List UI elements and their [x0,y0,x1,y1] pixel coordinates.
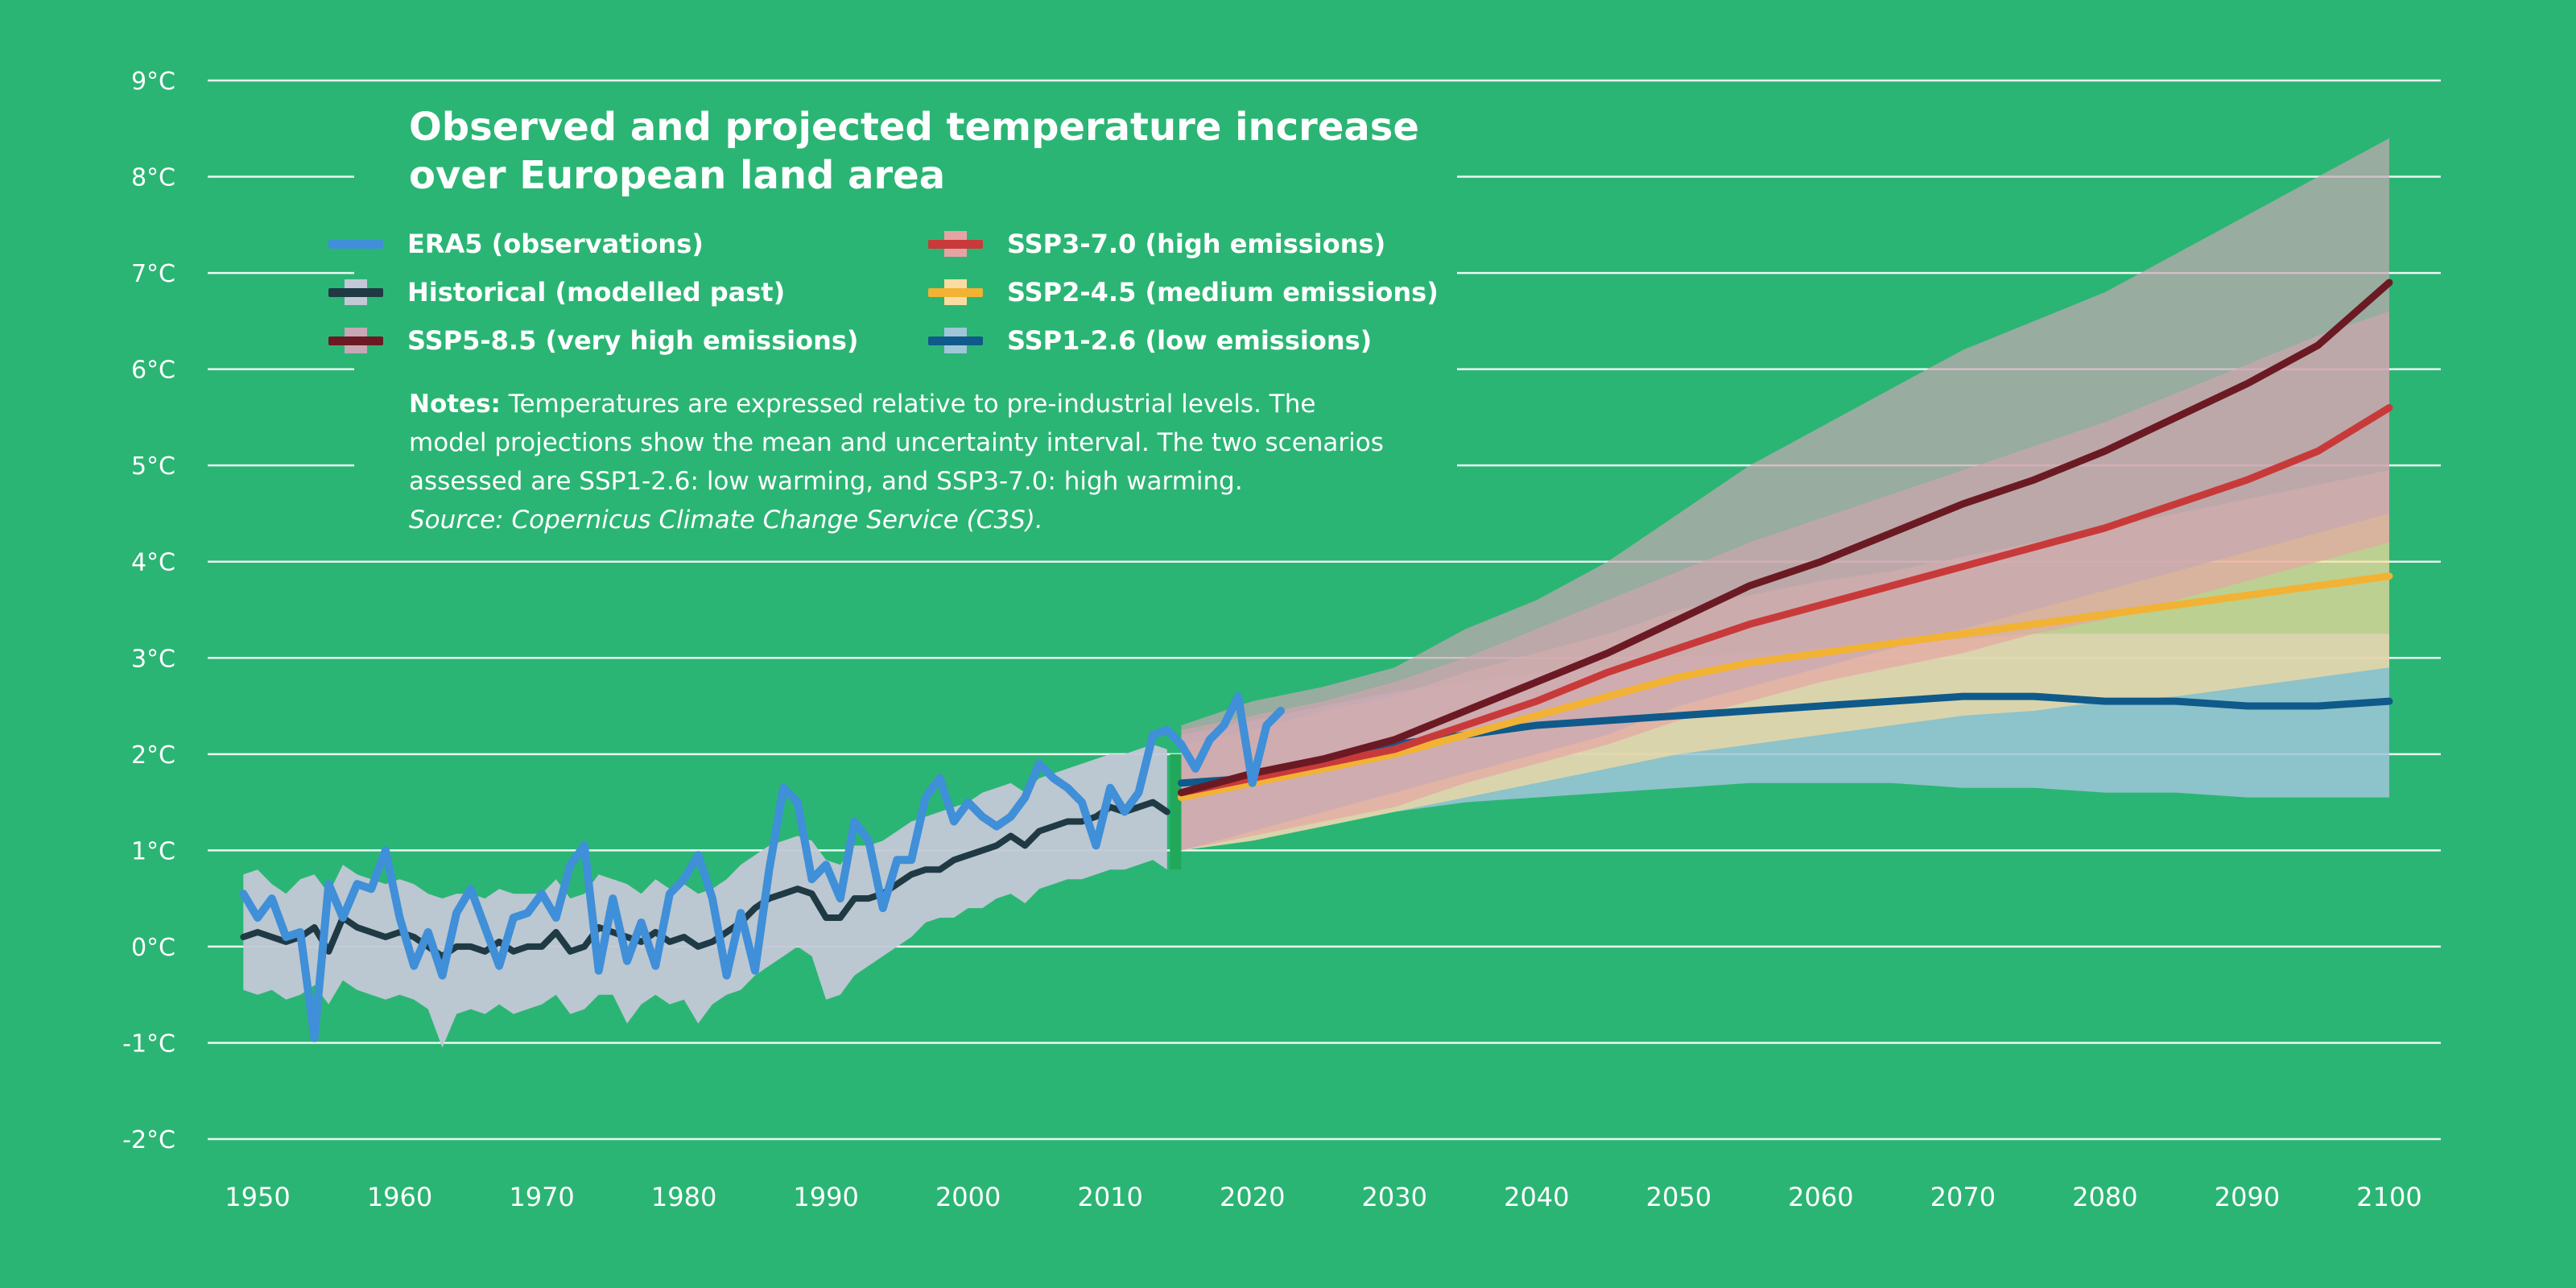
y-tick-label: 2°C [131,741,175,770]
ssp126-swatch-line [928,336,983,345]
tick-layer: -2°C -1°C 0°C 1°C 2°C 3°C 4°C 5°C 6°C 7°C 8°C 9°C 19… [122,68,2422,1212]
x-tick-label: 2050 [1646,1182,1711,1212]
x-tick-label: 2100 [2356,1182,2421,1212]
ssp585-line [1178,279,2393,797]
ssp245-swatch-icon [928,276,983,308]
x-tick-label: 2040 [1504,1182,1569,1212]
line-layer [239,279,2393,1042]
x-tick-label: 1980 [651,1182,716,1212]
chart-title-line-2: over European land area [409,153,946,198]
ssp126-swatch-icon [928,324,983,357]
ssp126-line [1178,692,2393,787]
x-tick-label: 2090 [2215,1182,2280,1212]
y-tick-label: -1°C [122,1030,175,1058]
legend-label-ssp126: SSP1-2.6 (low emissions) [1007,325,1373,356]
x-tick-label: 1960 [367,1182,432,1212]
projection-start-divider [1170,753,1182,870]
legend-item-era5: ERA5 (observations) [328,224,704,264]
x-tick-label: 2000 [935,1182,1001,1212]
notes-label: Notes: [409,390,501,419]
notes-text-line-3: assessed are SSP1-2.6: low warming, and … [409,467,1243,496]
historical-line [240,799,1170,960]
ssp585-swatch-icon [328,324,383,357]
ssp585-swatch-line [328,336,383,345]
chart-title-line-1: Observed and projected temperature incre… [409,105,1419,150]
y-tick-label: 1°C [131,837,175,865]
legend-label-era5: ERA5 (observations) [407,229,704,259]
x-tick-label: 2060 [1788,1182,1853,1212]
legend-item-ssp245: SSP2-4.5 (medium emissions) [928,272,1439,312]
x-tick-label: 1970 [509,1182,574,1212]
y-tick-label: 7°C [131,260,175,288]
y-tick-label: 8°C [131,164,175,192]
notes-source: Source: Copernicus Climate Change Servic… [409,506,1043,535]
chart-title: Observed and projected temperature incre… [409,103,1455,200]
x-tick-label: 1950 [225,1182,290,1212]
ssp245-line [1178,572,2393,802]
legend-label-ssp245: SSP2-4.5 (medium emissions) [1007,277,1439,308]
x-tick-label: 2030 [1362,1182,1427,1212]
legend-item-ssp126: SSP1-2.6 (low emissions) [928,320,1372,361]
legend-label-ssp585: SSP5-8.5 (very high emissions) [407,325,859,356]
era5-line [239,692,1285,1042]
y-tick-label: 9°C [131,68,175,96]
legend-label-ssp370: SSP3-7.0 (high emissions) [1007,229,1386,259]
historical-swatch-icon [328,276,383,308]
ssp245-swatch-line [928,288,983,297]
historical-uncertainty-band [243,744,1167,1048]
legend-item-historical: Historical (modelled past) [328,272,785,312]
x-tick-label: 2010 [1077,1182,1142,1212]
y-tick-label: 4°C [131,549,175,577]
x-tick-label: 2070 [1930,1182,1996,1212]
legend-label-historical: Historical (modelled past) [407,277,786,308]
y-tick-label: 6°C [131,357,175,385]
notes-text-line-2: model projections show the mean and unce… [409,428,1384,457]
x-tick-label: 1990 [793,1182,858,1212]
legend-item-ssp585: SSP5-8.5 (very high emissions) [328,320,859,361]
legend-panel-background [354,97,1457,555]
ssp370-line [1178,404,2393,797]
notes-text-line-1: Temperatures are expressed relative to p… [500,390,1316,419]
historical-swatch-line [328,288,383,297]
legend-item-ssp370: SSP3-7.0 (high emissions) [928,224,1385,264]
era5-swatch-line [328,240,383,249]
ssp585-uncertainty-band [1181,138,2389,851]
y-tick-label: -2°C [122,1126,175,1154]
x-tick-label: 2080 [2072,1182,2137,1212]
y-tick-label: 0°C [131,934,175,962]
x-tick-label: 2020 [1220,1182,1285,1212]
chart-notes: Notes: Temperatures are expressed relati… [409,385,1455,539]
ssp370-swatch-line [928,240,983,249]
era5-swatch-icon [328,228,383,260]
ssp370-swatch-icon [928,228,983,260]
y-tick-label: 3°C [131,645,175,673]
y-tick-label: 5°C [131,452,175,481]
